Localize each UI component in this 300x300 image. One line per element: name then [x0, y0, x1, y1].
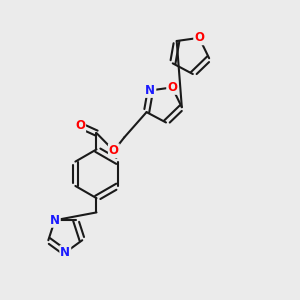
Text: N: N — [60, 246, 70, 259]
Text: N: N — [50, 214, 60, 227]
Text: O: O — [109, 144, 119, 157]
Text: N: N — [146, 84, 155, 97]
Text: O: O — [167, 81, 177, 94]
Text: O: O — [194, 31, 204, 44]
Text: O: O — [75, 119, 85, 132]
